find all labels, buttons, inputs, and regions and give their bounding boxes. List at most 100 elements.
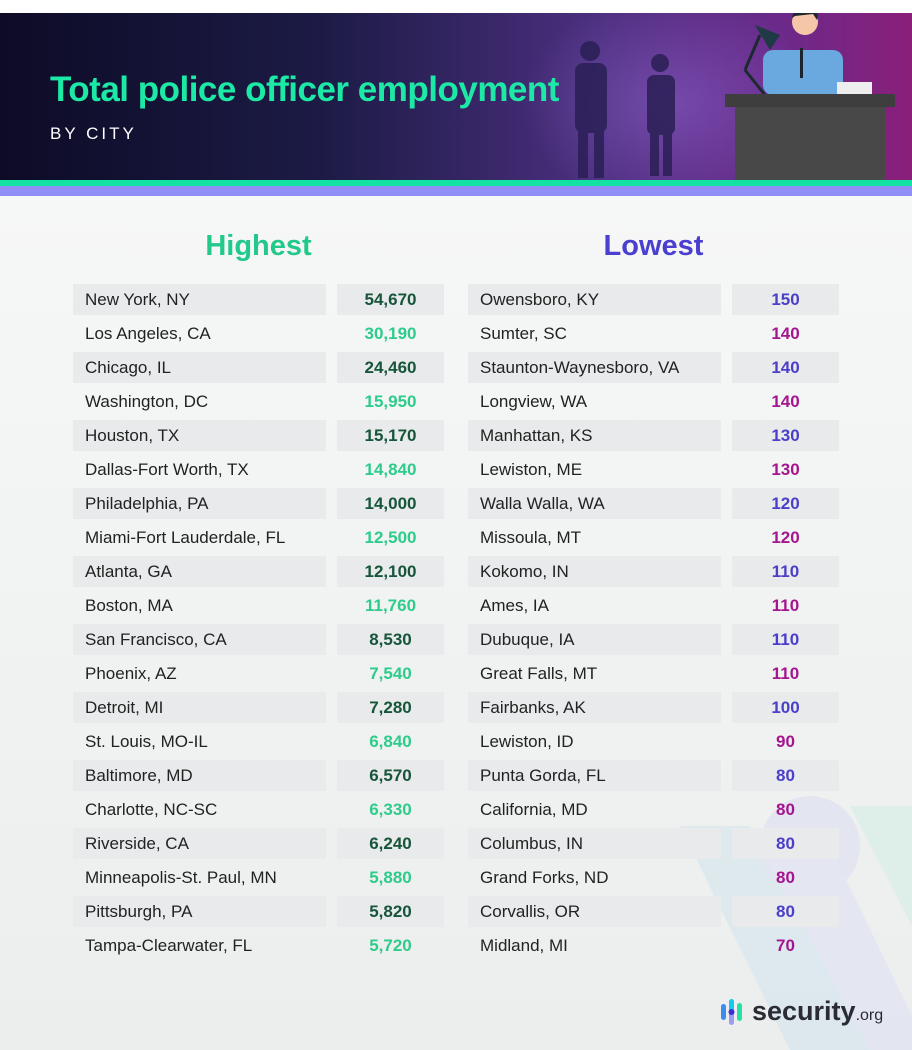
officer-count: 5,720 <box>369 936 412 955</box>
highest-heading: Highest <box>205 230 312 262</box>
city-name: Baltimore, MD <box>73 760 326 791</box>
lowest-table-row: Punta Gorda, FL 80 <box>468 760 839 791</box>
city-name: Grand Forks, ND <box>480 868 609 887</box>
officer-count: 6,570 <box>337 760 444 791</box>
city-name: Philadelphia, PA <box>73 488 326 519</box>
city-name: Sumter, SC <box>480 324 567 343</box>
highest-table-row: Riverside, CA 6,240 <box>73 828 444 859</box>
highest-table-row: Detroit, MI 7,280 <box>73 692 444 723</box>
lowest-table-row: Columbus, IN 80 <box>468 828 839 859</box>
city-name: Tampa-Clearwater, FL <box>85 936 253 955</box>
highest-table-row: Tampa-Clearwater, FL 5,720 <box>73 930 444 961</box>
officer-count: 110 <box>732 556 839 587</box>
lowest-table-row: Staunton-Waynesboro, VA 140 <box>468 352 839 383</box>
officer-count: 130 <box>732 420 839 451</box>
highest-table-row: St. Louis, MO-IL 6,840 <box>73 726 444 757</box>
highest-table-row: Pittsburgh, PA 5,820 <box>73 896 444 927</box>
officer-count: 130 <box>771 460 800 479</box>
officer-count: 120 <box>732 488 839 519</box>
officer-count: 7,540 <box>369 664 412 683</box>
officer-count: 110 <box>732 624 839 655</box>
green-divider <box>0 180 912 186</box>
lowest-table-row: Walla Walla, WA 120 <box>468 488 839 519</box>
officer-at-desk-illustration <box>725 13 895 180</box>
city-name: Houston, TX <box>73 420 326 451</box>
lowest-table-row: Lewiston, ME 130 <box>468 454 839 485</box>
highest-table-row: Houston, TX 15,170 <box>73 420 444 451</box>
purple-divider <box>0 186 912 196</box>
city-name: Minneapolis-St. Paul, MN <box>85 868 277 887</box>
city-name: St. Louis, MO-IL <box>85 732 208 751</box>
city-name: Fairbanks, AK <box>468 692 721 723</box>
city-name: Pittsburgh, PA <box>73 896 326 927</box>
highest-table-row: Philadelphia, PA 14,000 <box>73 488 444 519</box>
city-name: Chicago, IL <box>73 352 326 383</box>
logo-tld: .org <box>855 1007 884 1024</box>
officer-count: 120 <box>771 528 800 547</box>
city-name: Kokomo, IN <box>468 556 721 587</box>
city-name: Atlanta, GA <box>73 556 326 587</box>
officer-count: 6,330 <box>369 800 412 819</box>
city-name: Longview, WA <box>480 392 588 411</box>
officer-count: 7,280 <box>337 692 444 723</box>
city-name: Manhattan, KS <box>468 420 721 451</box>
city-name: Dallas-Fort Worth, TX <box>85 460 249 479</box>
lowest-table-row: Great Falls, MT 110 <box>468 658 839 689</box>
highest-table-row: Atlanta, GA 12,100 <box>73 556 444 587</box>
lowest-table-row: Owensboro, KY 150 <box>468 284 839 315</box>
officer-count: 11,760 <box>364 596 417 615</box>
city-name: Lewiston, ID <box>480 732 574 751</box>
officer-count: 100 <box>732 692 839 723</box>
officer-count: 12,500 <box>364 528 417 547</box>
officer-count: 6,840 <box>369 732 412 751</box>
highest-table-row: Chicago, IL 24,460 <box>73 352 444 383</box>
header-banner: Total police officer employment BY CITY <box>0 13 912 180</box>
highest-table-row: Washington, DC 15,950 <box>73 386 444 417</box>
city-name: Riverside, CA <box>73 828 326 859</box>
city-name: Miami-Fort Lauderdale, FL <box>85 528 286 547</box>
page-subtitle: BY CITY <box>50 124 137 143</box>
officer-count: 14,000 <box>337 488 444 519</box>
officer-count: 80 <box>732 760 839 791</box>
lowest-heading: Lowest <box>603 230 704 262</box>
lowest-table-row: Missoula, MT 120 <box>468 522 839 553</box>
city-name: Washington, DC <box>85 392 209 411</box>
officer-count: 24,460 <box>337 352 444 383</box>
lowest-table-row: Corvallis, OR 80 <box>468 896 839 927</box>
officer-count: 80 <box>732 828 839 859</box>
lowest-table-row: Manhattan, KS 130 <box>468 420 839 451</box>
lowest-table-row: Sumter, SC 140 <box>468 318 839 349</box>
officer-count: 80 <box>776 868 795 887</box>
lowest-table-row: Dubuque, IA 110 <box>468 624 839 655</box>
city-name: Midland, MI <box>480 936 568 955</box>
officer-count: 54,670 <box>337 284 444 315</box>
officer-count: 15,170 <box>337 420 444 451</box>
officer-count: 12,100 <box>337 556 444 587</box>
lowest-table-row: Longview, WA 140 <box>468 386 839 417</box>
city-name: New York, NY <box>73 284 326 315</box>
lowest-table-row: Midland, MI 70 <box>468 930 839 961</box>
city-name: Boston, MA <box>85 596 173 615</box>
city-name: Ames, IA <box>480 596 549 615</box>
logo-name: security <box>752 996 856 1026</box>
city-name: Los Angeles, CA <box>85 324 211 343</box>
police-silhouettes-illustration <box>575 41 675 178</box>
officer-count: 5,820 <box>337 896 444 927</box>
highest-table-row: Dallas-Fort Worth, TX 14,840 <box>73 454 444 485</box>
lowest-table-row: Lewiston, ID 90 <box>468 726 839 757</box>
city-name: Walla Walla, WA <box>468 488 721 519</box>
lowest-table-row: Ames, IA 110 <box>468 590 839 621</box>
city-name: Great Falls, MT <box>480 664 598 683</box>
officer-count: 110 <box>771 664 800 683</box>
officer-count: 30,190 <box>364 324 417 343</box>
officer-count: 8,530 <box>337 624 444 655</box>
city-name: California, MD <box>480 800 588 819</box>
highest-table-row: New York, NY 54,670 <box>73 284 444 315</box>
officer-count: 70 <box>776 936 795 955</box>
city-name: Charlotte, NC-SC <box>85 800 218 819</box>
city-name: Detroit, MI <box>73 692 326 723</box>
officer-count: 80 <box>776 800 795 819</box>
security-org-logo: security.org <box>720 996 883 1027</box>
officer-count: 14,840 <box>364 460 417 479</box>
officer-count: 140 <box>771 392 800 411</box>
